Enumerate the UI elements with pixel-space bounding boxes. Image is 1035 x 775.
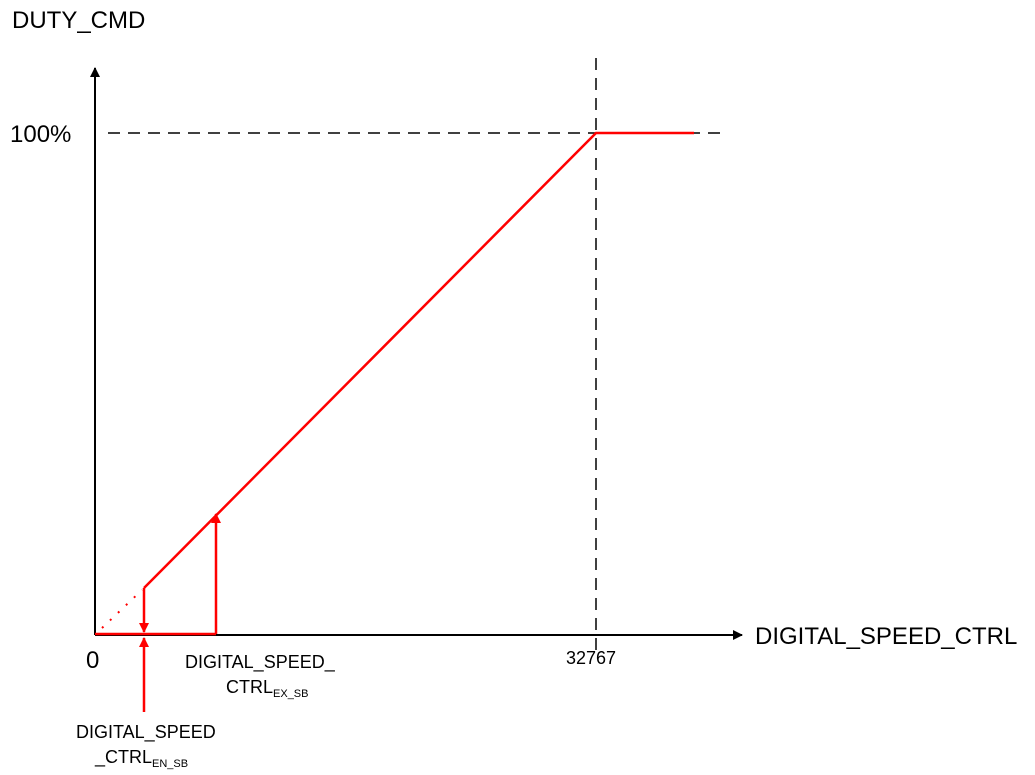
annotation-en-sb-line2: _CTRLEN_SB — [94, 747, 188, 770]
annotation-en-sb-prefix: _CTRL — [94, 747, 152, 768]
dotted-extrapolation — [101, 589, 143, 629]
duty-curve-ramp — [143, 131, 694, 589]
annotation-en-sb-subscript: EN_SB — [152, 758, 188, 770]
y-tick-label-100: 100% — [10, 121, 71, 148]
annotation-ex-sb-line2: CTRLEX_SB — [226, 677, 308, 700]
annotation-ex-sb-subscript: EX_SB — [273, 688, 308, 700]
x-tick-label-32767: 32767 — [566, 648, 616, 668]
x-axis-label: DIGITAL_SPEED_CTRL — [755, 623, 1017, 650]
y-axis-label: DUTY_CMD — [12, 7, 145, 34]
x-tick-label-0: 0 — [86, 647, 99, 674]
annotation-ex-sb-line1: DIGITAL_SPEED_ — [185, 652, 336, 673]
annotation-en-sb-line1: DIGITAL_SPEED — [76, 722, 216, 743]
annotation-ex-sb-prefix: CTRL — [226, 677, 273, 697]
